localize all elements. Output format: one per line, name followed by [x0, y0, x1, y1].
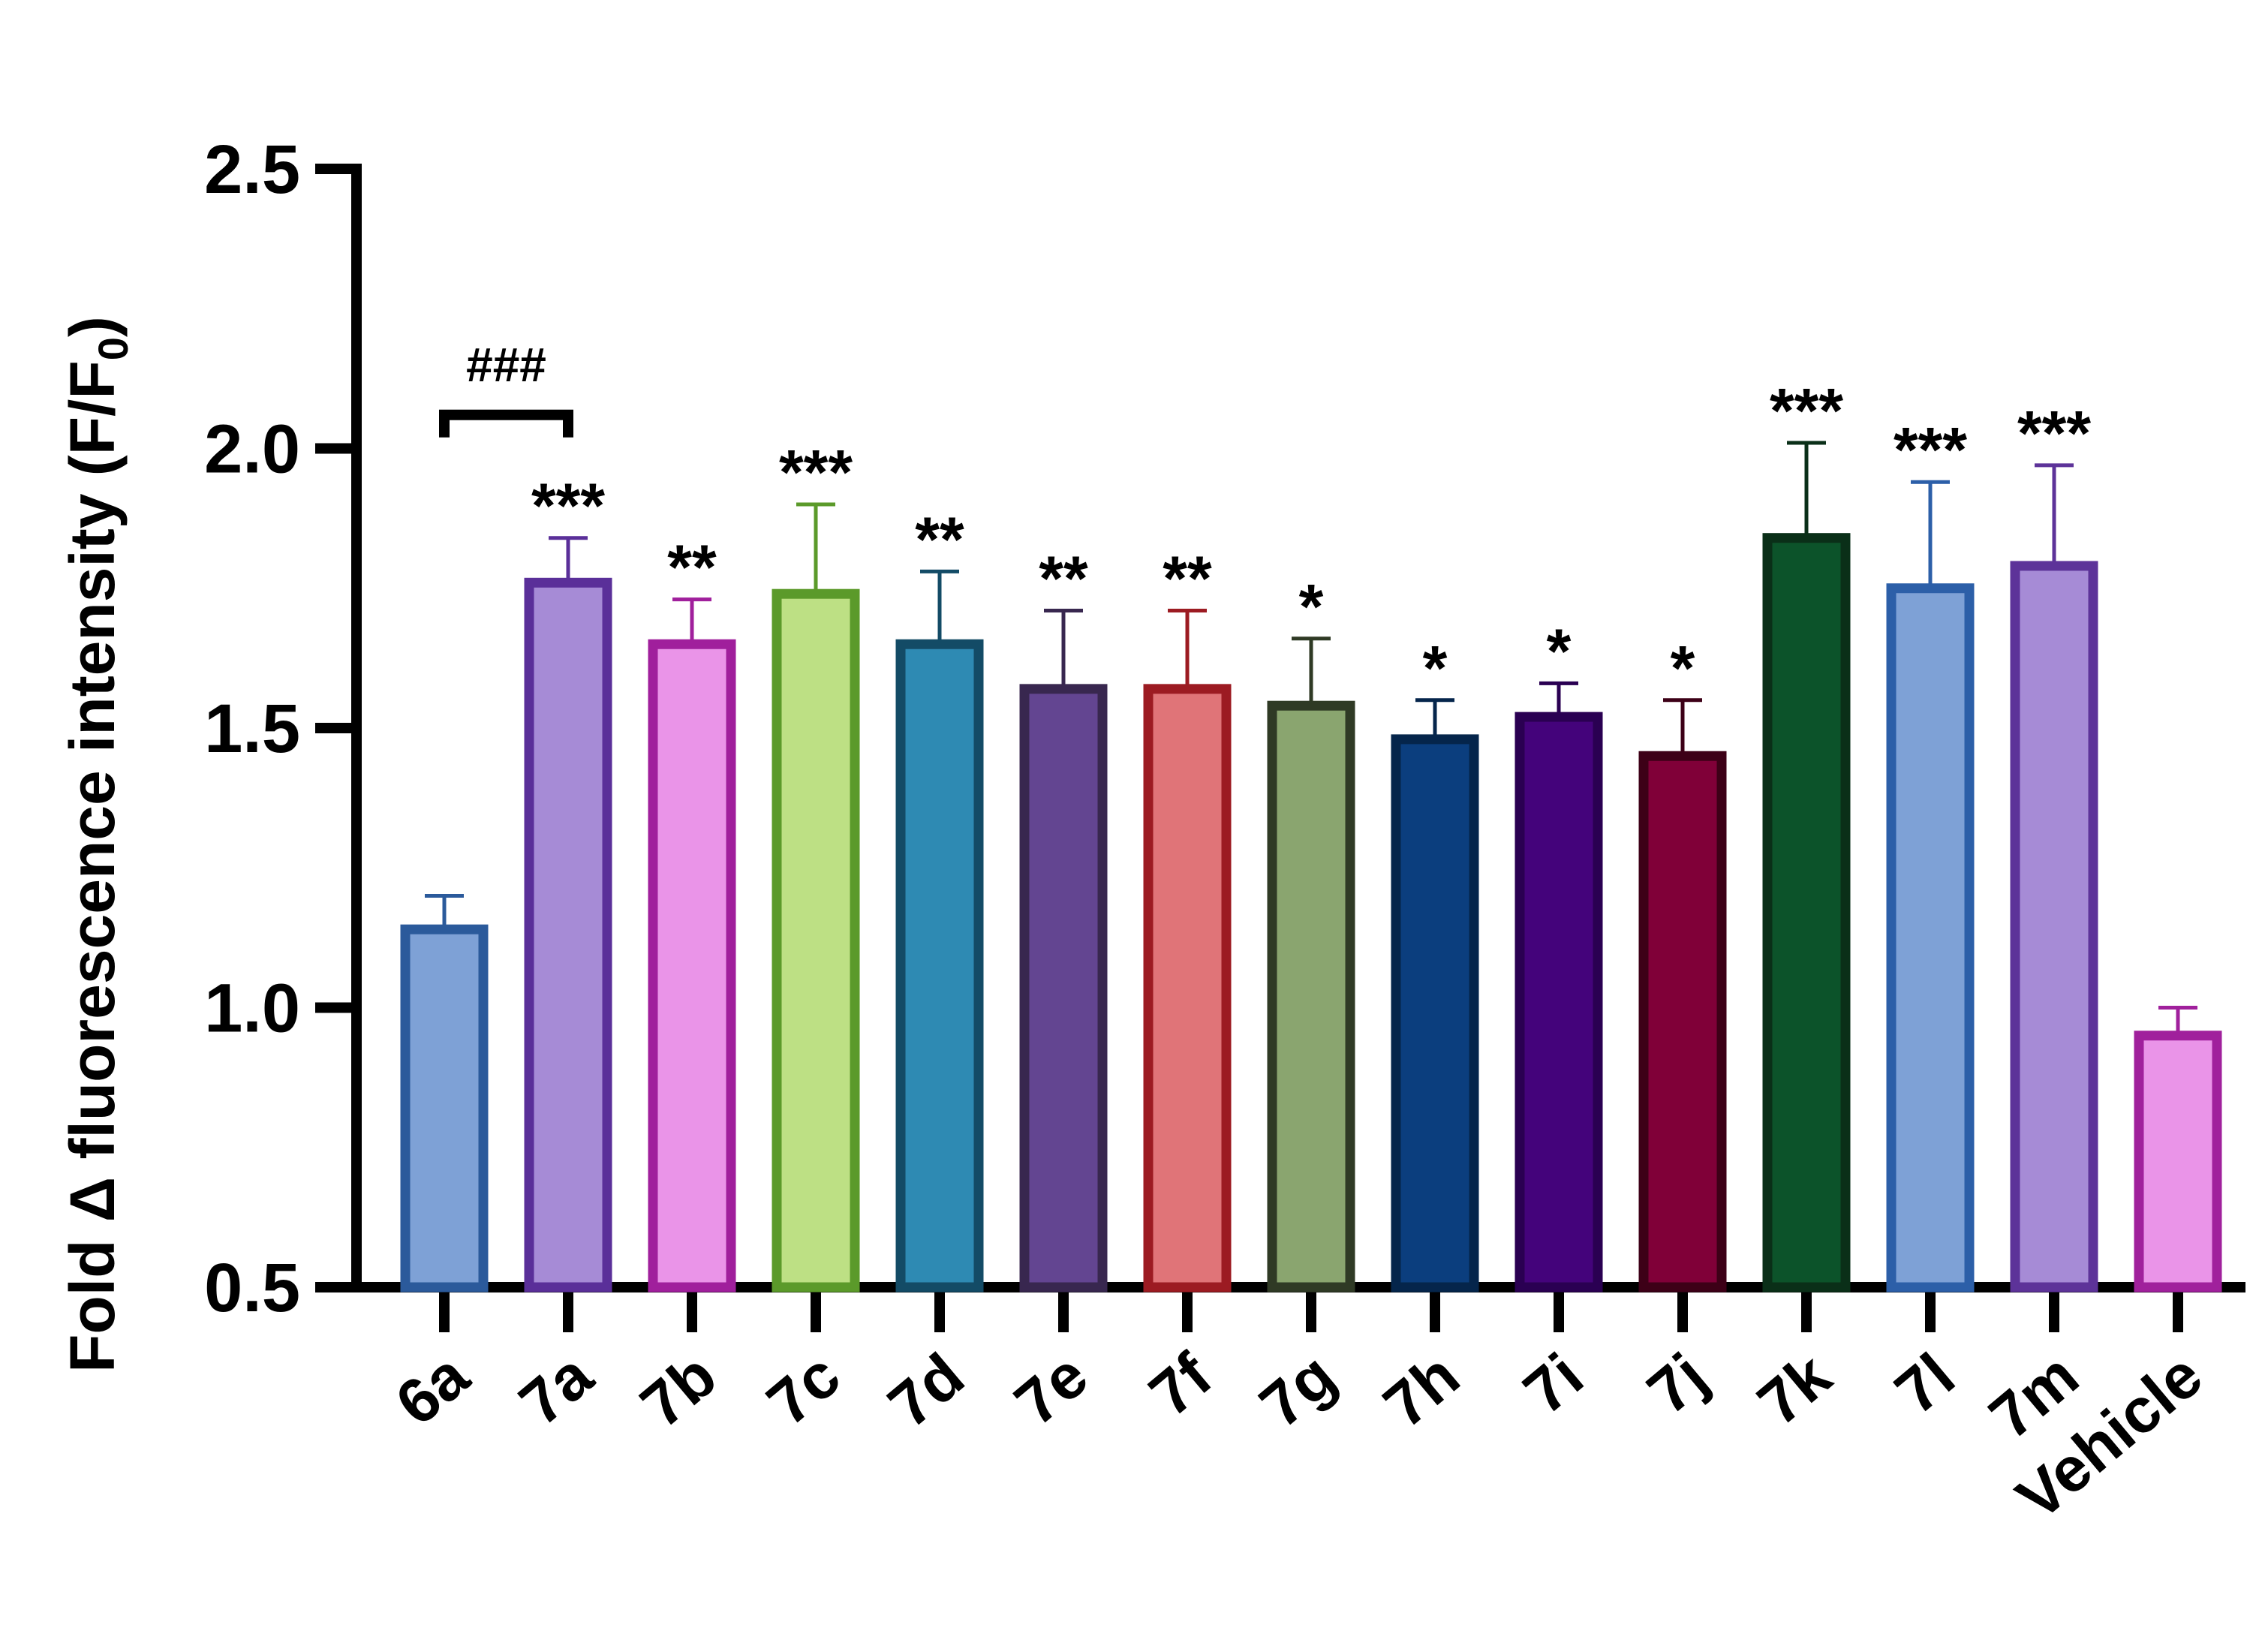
y-axis-label: Fold Δ fluorescence intensity (F/F0) — [57, 316, 137, 1373]
x-tick-label: 7f — [1136, 1339, 1225, 1430]
significance-label: * — [1547, 615, 1572, 686]
x-tick-label: 7g — [1247, 1340, 1349, 1441]
y-axis-label-subscript: 0 — [89, 337, 137, 360]
bar — [1019, 684, 1108, 1292]
significance-label: ** — [1039, 543, 1088, 614]
x-tick-label: 7a — [507, 1339, 606, 1439]
significance-label: *** — [1770, 375, 1843, 446]
bar — [1267, 700, 1355, 1292]
bar — [1391, 734, 1479, 1292]
y-tick-label: 0.5 — [204, 1250, 300, 1326]
bar — [1515, 712, 1603, 1292]
x-tick-label: 7e — [1002, 1340, 1101, 1439]
significance-label: ** — [915, 504, 964, 574]
x-tick-label: 7c — [754, 1340, 853, 1439]
significance-label: * — [1299, 571, 1324, 642]
bar — [648, 639, 736, 1292]
significance-label: *** — [779, 437, 853, 507]
y-axis-label-close: ) — [57, 316, 128, 337]
bar — [895, 639, 984, 1292]
x-tick-label: 7k — [1745, 1340, 1844, 1439]
comparison-bracket — [439, 409, 573, 438]
bar — [524, 577, 612, 1292]
x-tick-label: 7l — [1881, 1340, 1967, 1428]
y-tick-label: 1.5 — [204, 691, 300, 767]
x-tick-label: 7d — [875, 1340, 977, 1441]
x-tick-label: 6a — [383, 1339, 483, 1439]
x-tick-label: 7h — [1370, 1340, 1472, 1441]
bar — [1762, 533, 1851, 1292]
significance-label: *** — [2017, 398, 2091, 468]
bar — [400, 924, 489, 1292]
bar — [2010, 561, 2098, 1292]
significance-label: *** — [531, 471, 605, 541]
bar — [1886, 583, 1975, 1292]
bar — [1638, 751, 1727, 1292]
significance-label: * — [1423, 633, 1448, 703]
significance-label: ** — [667, 532, 717, 603]
significance-label: * — [1671, 633, 1695, 703]
bracket-label: ### — [466, 338, 546, 392]
x-tick-label: 7i — [1510, 1340, 1596, 1428]
bar — [2134, 1031, 2222, 1292]
y-tick-label: 2.0 — [204, 411, 300, 488]
bar — [1143, 684, 1232, 1292]
y-tick-label: 1.0 — [204, 970, 300, 1047]
x-tick-label: 7j — [1634, 1340, 1719, 1428]
x-tick-label: 7b — [627, 1340, 729, 1441]
bar — [772, 588, 860, 1292]
bars-group — [400, 441, 2222, 1292]
y-tick-label: 2.5 — [204, 131, 300, 208]
significance-label: *** — [1894, 414, 1967, 485]
significance-label: ** — [1163, 543, 1212, 614]
